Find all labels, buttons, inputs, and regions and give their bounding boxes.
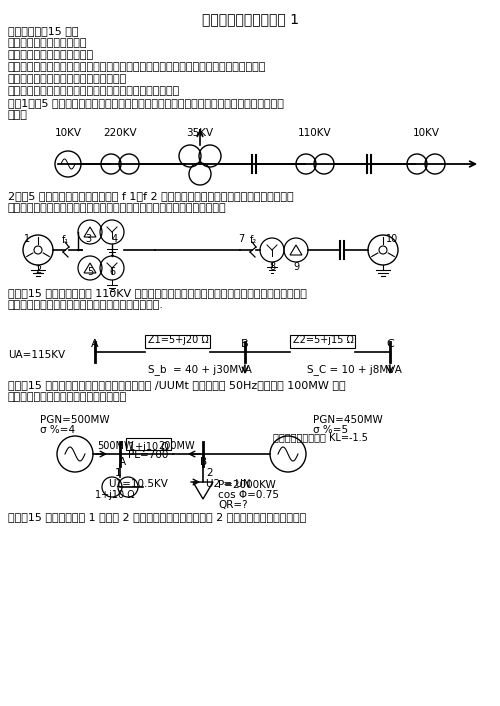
Text: 2: 2	[35, 265, 41, 275]
Text: 四、（15 分）在如图所示的两机系统中，当为 /UUMt 时，频率为 50Hz，若切除 100MW 负荷: 四、（15 分）在如图所示的两机系统中，当为 /UUMt 时，频率为 50Hz，…	[8, 380, 345, 390]
Text: 应的零序等值电路。（略去各元件电阻和所有对地导纳及变压器励磁导纳）: 应的零序等值电路。（略去各元件电阻和所有对地导纳及变压器励磁导纳）	[8, 203, 226, 213]
Text: 35KV: 35KV	[186, 128, 214, 138]
Text: U1=10.5KV: U1=10.5KV	[108, 479, 168, 489]
Text: 110KV: 110KV	[298, 128, 332, 138]
Text: S_C = 10 + j8MVA: S_C = 10 + j8MVA	[307, 364, 402, 375]
Text: PGN=450MW: PGN=450MW	[313, 415, 383, 425]
Text: 1: 1	[115, 468, 121, 478]
Text: 二、1、（5 分）标出图中发电机和变压器两侧的额定电压（图中所注电压是线路的额定电压: 二、1、（5 分）标出图中发电机和变压器两侧的额定电压（图中所注电压是线路的额定…	[8, 98, 284, 108]
Text: 1: 1	[24, 234, 30, 244]
Text: 在复杂电力系统潮流的计算机算法中，节点被分为几种类型，已知数和未知数各是什么？: 在复杂电力系统潮流的计算机算法中，节点被分为几种类型，已知数和未知数各是什么？	[8, 62, 266, 72]
Text: 4: 4	[112, 234, 118, 244]
Text: σ %=5: σ %=5	[313, 425, 348, 435]
Text: 10KV: 10KV	[412, 128, 440, 138]
Text: 500MW: 500MW	[97, 441, 134, 451]
Text: 1+j10 Ω: 1+j10 Ω	[129, 442, 169, 452]
Text: 电网互联的优缺点是什么？: 电网互联的优缺点是什么？	[8, 38, 87, 48]
Text: 等级）: 等级）	[8, 110, 28, 120]
Text: 6: 6	[109, 267, 115, 277]
Text: 电力系统的调压措施和调压方式有哪些？: 电力系统的调压措施和调压方式有哪些？	[8, 74, 127, 84]
Text: 2、（5 分）系统接线如图所示，当 f 1、f 2 点分别发生不对称接地短路故障时，试作出相: 2、（5 分）系统接线如图所示，当 f 1、f 2 点分别发生不对称接地短路故障…	[8, 191, 294, 201]
Text: 10KV: 10KV	[54, 128, 82, 138]
Text: 220KV: 220KV	[103, 128, 137, 138]
Text: 1+j10 Ω: 1+j10 Ω	[95, 490, 134, 500]
Text: PL=700: PL=700	[128, 450, 168, 460]
Text: UA=115KV: UA=115KV	[8, 350, 65, 360]
Text: 9: 9	[293, 262, 299, 272]
Text: B: B	[200, 457, 207, 467]
Text: f₁: f₁	[62, 235, 69, 245]
Text: 三、（15 分）额定电压为 110KV 的辐射型电力网，参数如图所示，求功率分布和各母线电压: 三、（15 分）额定电压为 110KV 的辐射型电力网，参数如图所示，求功率分布…	[8, 288, 307, 298]
Text: 7: 7	[238, 234, 244, 244]
Text: 后，系统的频率和发电机的出力各多少？: 后，系统的频率和发电机的出力各多少？	[8, 392, 127, 402]
FancyBboxPatch shape	[145, 335, 210, 348]
FancyBboxPatch shape	[290, 335, 355, 348]
Text: U2 = UN: U2 = UN	[206, 479, 250, 489]
Text: f₂: f₂	[250, 235, 257, 245]
Text: A: A	[119, 457, 126, 467]
Text: 2: 2	[206, 468, 212, 478]
Text: （注：必须考虑功率损耗，不计电压降落的横分量）.: （注：必须考虑功率损耗，不计电压降落的横分量）.	[8, 300, 164, 310]
Text: 负荷的单位调节功率 KL=-1.5: 负荷的单位调节功率 KL=-1.5	[273, 432, 368, 442]
Text: 5: 5	[87, 267, 93, 277]
Text: QR=?: QR=?	[218, 500, 248, 510]
Text: cos Φ=0.75: cos Φ=0.75	[218, 490, 279, 500]
Text: Z1=5+j20 Ω: Z1=5+j20 Ω	[148, 335, 208, 345]
Text: 10: 10	[386, 234, 398, 244]
Text: PGN=500MW: PGN=500MW	[40, 415, 110, 425]
Text: A: A	[91, 339, 98, 349]
Text: C: C	[386, 339, 394, 349]
Text: σ %=4: σ %=4	[40, 425, 75, 435]
Text: 五、（15 分）设由电站 1 向用户 2 供电线路如图，为了使用户 2 能维持额定电压运行，问在: 五、（15 分）设由电站 1 向用户 2 供电线路如图，为了使用户 2 能维持额…	[8, 512, 306, 522]
Text: P=2000KW: P=2000KW	[218, 480, 276, 490]
Text: 8: 8	[269, 262, 275, 272]
Text: 3: 3	[85, 234, 91, 244]
Text: 一、简答题（15 分）: 一、简答题（15 分）	[8, 26, 78, 36]
Text: 电力系统分析基础试卷 1: 电力系统分析基础试卷 1	[202, 12, 298, 26]
Text: 200MW: 200MW	[158, 441, 194, 451]
FancyBboxPatch shape	[126, 438, 171, 450]
Text: 什么是短路冲击电流？产生冲击电流最恶劣的条件有哪些？: 什么是短路冲击电流？产生冲击电流最恶劣的条件有哪些？	[8, 86, 180, 96]
Text: Z2=5+j15 Ω: Z2=5+j15 Ω	[292, 335, 354, 345]
Text: B: B	[241, 339, 248, 349]
Text: 影响系统电压的因素有哪些？: 影响系统电压的因素有哪些？	[8, 50, 94, 60]
Text: S_b  = 40 + j30MVA: S_b = 40 + j30MVA	[148, 364, 252, 375]
